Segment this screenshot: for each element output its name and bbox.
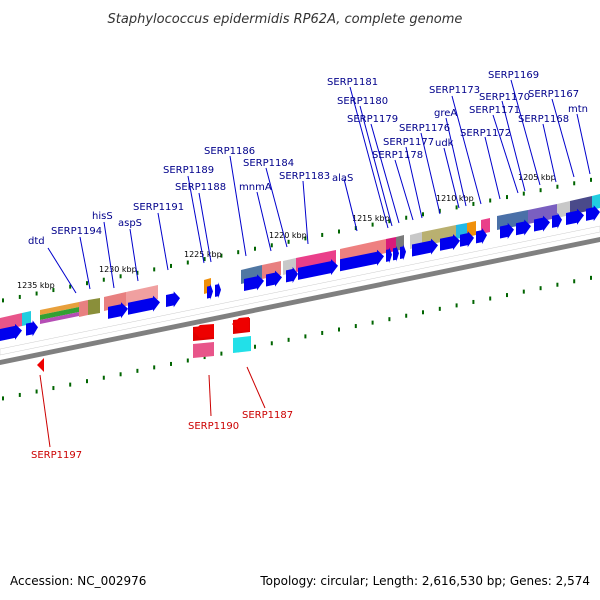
forward-gene-leaders [47, 79, 591, 294]
forward-gene-arrows [0, 205, 600, 341]
forward-gene-arrow [393, 245, 399, 262]
gene-label-udk[interactable]: udk [435, 138, 454, 149]
feature-bars [0, 194, 600, 372]
forward-frame-ticks [2, 177, 592, 303]
reverse-gene-labels: SERP1197 SERP1190 SERP1187 [31, 410, 293, 461]
forward-gene-arrow [586, 205, 600, 222]
forward-gene-arrow [286, 267, 298, 284]
forward-gene-arrow [552, 212, 562, 229]
reverse-gene-arrow [232, 317, 249, 331]
gene-label-serp1170[interactable]: SERP1170 [479, 92, 530, 103]
gene-label-serp1176[interactable]: SERP1176 [399, 123, 450, 134]
forward-gene-arrow [440, 234, 460, 251]
reverse-gene-arrows [37, 317, 249, 372]
gene-label-serp1189[interactable]: SERP1189 [163, 165, 214, 176]
gene-label-hiss[interactable]: hisS [92, 211, 113, 222]
forward-gene-arrow [460, 231, 474, 248]
kbp-label-1230: 1230 kbp [99, 265, 137, 274]
kbp-label-1220: 1220 kbp [269, 231, 307, 240]
gene-label-serp1171[interactable]: SERP1171 [469, 105, 520, 116]
forward-gene-arrow [207, 283, 213, 300]
forward-gene-arrow [566, 208, 584, 225]
gene-label-serp1180[interactable]: SERP1180 [337, 96, 388, 107]
gene-label-serp1197[interactable]: SERP1197 [31, 450, 82, 461]
forward-gene-arrow [215, 282, 221, 299]
forward-gene-arrow [400, 244, 406, 261]
gene-label-serp1190[interactable]: SERP1190 [188, 421, 239, 432]
gene-label-serp1179[interactable]: SERP1179 [347, 114, 398, 125]
forward-gene-arrow [0, 323, 22, 341]
forward-gene-arrow [476, 228, 487, 245]
gene-label-serp1177[interactable]: SERP1177 [383, 137, 434, 148]
gene-label-serp1167[interactable]: SERP1167 [528, 89, 579, 100]
gene-label-alas[interactable]: alaS [332, 173, 353, 184]
gene-label-serp1186[interactable]: SERP1186 [204, 146, 255, 157]
gene-label-grea[interactable]: greA [434, 108, 457, 119]
reverse-frame-ticks [2, 275, 592, 401]
gene-label-serp1172[interactable]: SERP1172 [460, 128, 511, 139]
gene-label-serp1191[interactable]: SERP1191 [133, 202, 184, 213]
gene-label-mtn[interactable]: mtn [568, 104, 588, 115]
kbp-label-1235: 1235 kbp [17, 281, 55, 290]
kbp-label-1215: 1215 kbp [352, 214, 390, 223]
forward-gene-labels: dtd SERP1194 hisS aspS SERP1191 SERP1189… [28, 70, 588, 247]
forward-gene-arrow [500, 222, 514, 239]
forward-gene-arrow [108, 302, 128, 319]
forward-gene-arrow [298, 259, 338, 280]
map-title: Staphylococcus epidermidis RP62A, comple… [108, 12, 463, 27]
gene-label-serp1187[interactable]: SERP1187 [242, 410, 293, 421]
genome-backbone [0, 225, 600, 365]
gene-label-serp1183[interactable]: SERP1183 [279, 171, 330, 182]
gene-label-serp1169[interactable]: SERP1169 [488, 70, 539, 81]
gene-label-serp1181[interactable]: SERP1181 [327, 77, 378, 88]
gene-label-mnma[interactable]: mnmA [239, 182, 272, 193]
kbp-label-1205: 1205 kbp [518, 173, 556, 182]
gene-label-serp1194[interactable]: SERP1194 [51, 226, 102, 237]
accession-text: Accession: NC_002976 [10, 574, 147, 588]
gene-label-asps[interactable]: aspS [118, 218, 142, 229]
kbp-label-1210: 1210 kbp [436, 194, 474, 203]
forward-gene-arrow [386, 247, 392, 264]
gene-label-dtd[interactable]: dtd [28, 236, 45, 247]
gene-label-serp1168[interactable]: SERP1168 [518, 114, 569, 125]
forward-gene-arrow [244, 274, 264, 291]
forward-gene-arrow [266, 270, 282, 287]
forward-gene-arrow [166, 291, 180, 308]
gene-label-serp1188[interactable]: SERP1188 [175, 182, 226, 193]
forward-gene-arrow [340, 249, 384, 272]
forward-gene-arrow [26, 320, 38, 337]
forward-gene-arrow [128, 295, 160, 315]
forward-gene-arrow [534, 215, 550, 232]
forward-gene-arrow [516, 219, 531, 236]
gene-label-serp1184[interactable]: SERP1184 [243, 158, 294, 169]
reverse-gene-arrow [37, 358, 44, 372]
topology-text: Topology: circular; Length: 2,616,530 bp… [260, 574, 590, 588]
gene-label-serp1173[interactable]: SERP1173 [429, 85, 480, 96]
reverse-gene-arrow [193, 324, 214, 338]
gene-label-serp1178[interactable]: SERP1178 [372, 150, 423, 161]
reverse-gene-leaders [39, 366, 266, 448]
forward-gene-arrow [412, 238, 438, 257]
